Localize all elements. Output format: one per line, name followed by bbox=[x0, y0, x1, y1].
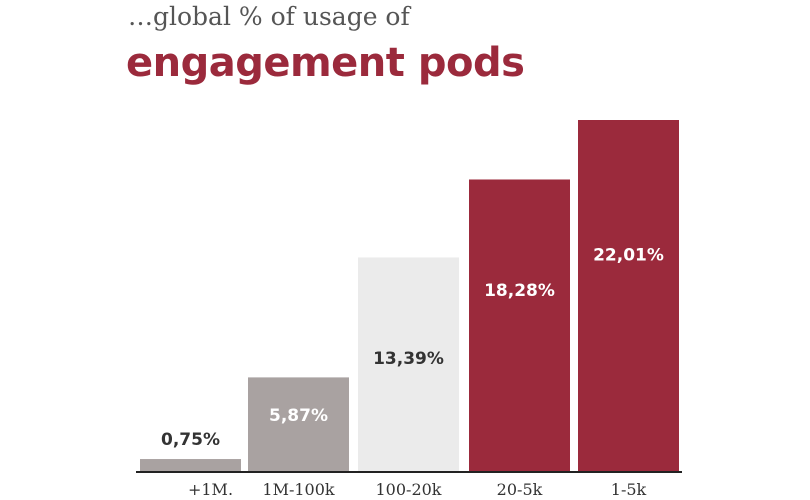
data-label: 13,39% bbox=[373, 349, 444, 369]
chart-subtitle: …global % of usage of bbox=[128, 2, 410, 31]
bar-100-20k bbox=[358, 257, 459, 471]
x-tick-label: 20-5k bbox=[497, 480, 543, 499]
bar-+1M. bbox=[140, 459, 241, 471]
x-tick-label: 100-20k bbox=[376, 480, 442, 499]
data-label: 5,87% bbox=[269, 406, 328, 426]
chart-title: engagement pods bbox=[126, 40, 525, 86]
x-tick-label: 1M-100k bbox=[262, 480, 335, 499]
data-label: 18,28% bbox=[484, 281, 555, 301]
bar-1M-100k bbox=[248, 377, 349, 471]
data-label: 22,01% bbox=[593, 245, 664, 265]
x-tick-label: +1M. bbox=[188, 480, 233, 499]
x-tick-label: 1-5k bbox=[611, 480, 647, 499]
bar-20-5k bbox=[469, 179, 570, 472]
bar-1-5k bbox=[578, 120, 679, 471]
data-label: 0,75% bbox=[161, 430, 220, 450]
